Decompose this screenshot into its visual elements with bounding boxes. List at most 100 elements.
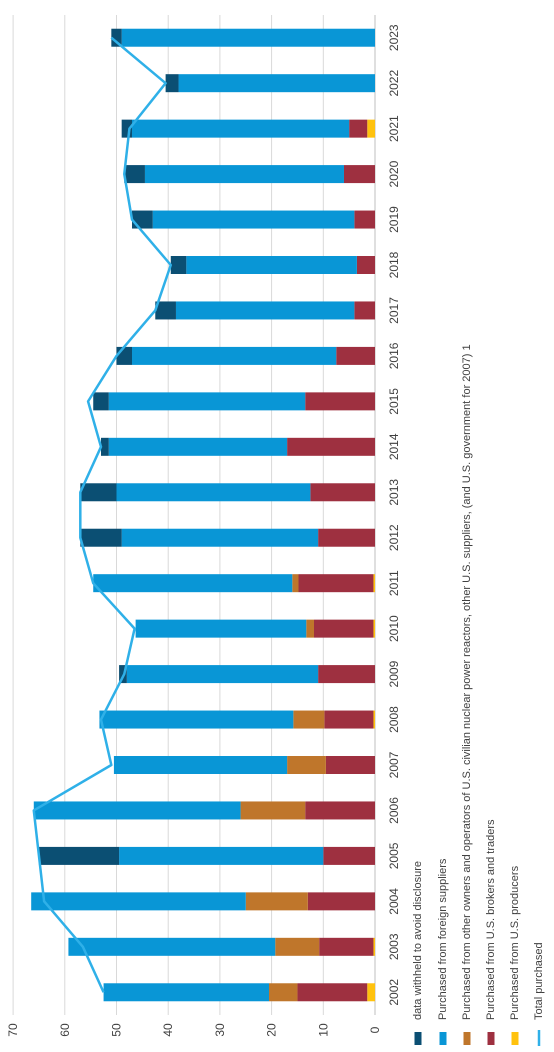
x-tick-label: 70 xyxy=(6,1023,20,1037)
bar-segment xyxy=(275,937,320,956)
bar-segment xyxy=(367,983,375,1002)
bar-segment xyxy=(373,710,375,729)
bar-segment xyxy=(298,574,374,593)
bar-segment xyxy=(100,437,109,456)
bar-segment xyxy=(324,710,374,729)
bar-segment xyxy=(93,392,109,411)
bar-segment xyxy=(175,301,355,320)
bar-segment xyxy=(367,119,375,138)
bar-segment xyxy=(325,756,375,774)
category-label: 2017 xyxy=(387,297,401,324)
bar-segment xyxy=(108,392,306,411)
bar-segment xyxy=(245,892,308,911)
category-label: 2003 xyxy=(387,933,401,960)
category-label: 2002 xyxy=(387,979,401,1006)
bar-segment xyxy=(93,574,293,593)
bar-segment xyxy=(178,74,375,93)
x-tick-label: 20 xyxy=(265,1023,279,1037)
legend-swatch xyxy=(511,1032,519,1045)
bar-segment xyxy=(108,437,288,456)
bar-segment xyxy=(349,119,368,138)
bar-segment xyxy=(80,483,117,502)
bar-segment xyxy=(373,619,375,638)
legend-label: Purchased from foreign suppliers xyxy=(437,858,449,1020)
category-label: 2020 xyxy=(387,160,401,187)
x-tick-label: 10 xyxy=(316,1023,330,1037)
category-label: 2023 xyxy=(387,24,401,51)
bar-segment xyxy=(293,710,325,729)
legend-swatch xyxy=(463,1032,471,1045)
total-purchased-line xyxy=(32,36,173,993)
bar-segment xyxy=(126,665,319,684)
bar-segment xyxy=(354,301,375,320)
bar-segment xyxy=(155,301,176,320)
bar-segment xyxy=(113,756,288,774)
category-label: 2021 xyxy=(387,115,401,142)
category-label: 2006 xyxy=(387,797,401,824)
bar-segment xyxy=(373,937,375,956)
x-tick-label: 30 xyxy=(213,1023,227,1037)
bar-segment xyxy=(132,210,153,229)
bar-segment xyxy=(186,256,357,274)
bar-segment xyxy=(287,437,375,456)
bar-segment xyxy=(336,346,375,365)
bar-segment xyxy=(135,619,307,638)
category-label: 2015 xyxy=(387,388,401,415)
bar-segment xyxy=(103,983,270,1002)
category-label: 2009 xyxy=(387,660,401,687)
category-label: 2018 xyxy=(387,251,401,278)
bar-segment xyxy=(144,165,344,184)
category-label: 2022 xyxy=(387,70,401,97)
bar-segment xyxy=(310,483,375,502)
bar-segment xyxy=(116,346,133,365)
bar-segment xyxy=(121,528,319,547)
bar-segment xyxy=(373,574,375,593)
bar-segment xyxy=(240,801,306,820)
bar-segment xyxy=(297,983,368,1002)
category-label: 2013 xyxy=(387,479,401,506)
bar-segment xyxy=(323,846,375,865)
bar-segment xyxy=(121,28,375,47)
bar-segment xyxy=(319,937,374,956)
bar-segment xyxy=(119,846,324,865)
bar-segment xyxy=(356,256,375,274)
legend-swatch xyxy=(414,1032,422,1045)
category-label: 2014 xyxy=(387,433,401,460)
bar-segment xyxy=(124,165,145,184)
bar-segment xyxy=(68,937,276,956)
bar-segment xyxy=(38,846,120,865)
category-label: 2008 xyxy=(387,706,401,733)
bar-segment xyxy=(170,256,187,274)
category-label: 2005 xyxy=(387,842,401,869)
legend-swatch xyxy=(487,1032,495,1045)
bar-segment xyxy=(269,983,298,1002)
bar-segment xyxy=(31,892,246,911)
legend-label: Total purchased xyxy=(533,942,545,1020)
bar-segment xyxy=(292,574,299,593)
bar-segment xyxy=(116,483,311,502)
legend-label: Purchased from U.S. producers xyxy=(509,865,521,1020)
bar-segment xyxy=(132,346,337,365)
bar-segment xyxy=(318,665,375,684)
bar-segment xyxy=(152,210,355,229)
bar-segment xyxy=(111,28,122,47)
bar-segment xyxy=(318,528,375,547)
bar-segment xyxy=(33,801,241,820)
bar-segment xyxy=(287,756,326,774)
category-label: 2011 xyxy=(387,570,401,596)
legend-label: data withheld to avoid disclosure xyxy=(412,861,424,1020)
legend-swatch xyxy=(439,1032,447,1045)
bar-segment xyxy=(305,801,375,820)
bar-segment xyxy=(313,619,374,638)
category-label: 2004 xyxy=(387,888,401,915)
category-label: 2007 xyxy=(387,751,401,778)
x-tick-label: 50 xyxy=(110,1023,124,1037)
bar-segment xyxy=(306,619,314,638)
category-label: 2012 xyxy=(387,524,401,551)
bar-segment xyxy=(80,528,122,547)
x-tick-label: 60 xyxy=(58,1023,72,1037)
bar-segment xyxy=(354,210,375,229)
legend-label: Purchased from other owners and operator… xyxy=(461,344,473,1020)
